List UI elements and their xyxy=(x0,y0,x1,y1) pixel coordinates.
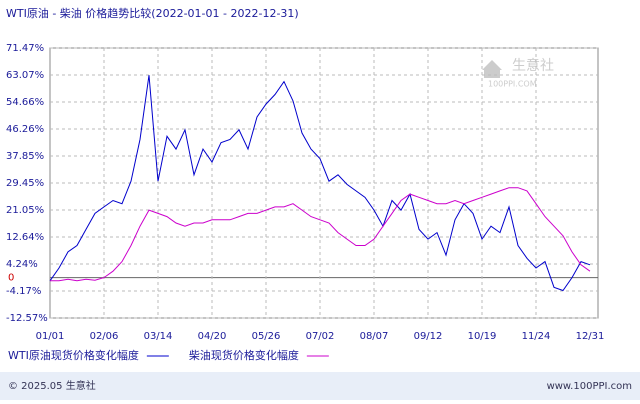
y-tick-label: 4.24% xyxy=(6,259,38,270)
x-tick-label: 10/19 xyxy=(468,331,497,342)
y-tick-label: 46.26% xyxy=(6,124,44,135)
y-tick-label: 21.05% xyxy=(6,205,44,216)
legend-label: 柴油现货价格变化幅度 xyxy=(189,348,299,362)
y-tick-label: 29.45% xyxy=(6,178,44,189)
x-tick-label: 09/12 xyxy=(414,331,443,342)
x-tick-label: 12/31 xyxy=(576,331,605,342)
x-tick-label: 08/07 xyxy=(360,331,389,342)
footer-copyright: © 2025.05 生意社 xyxy=(8,379,96,392)
chart-title: WTI原油 - 柴油 价格趋势比较(2022-01-01 - 2022-12-3… xyxy=(6,6,299,20)
y-tick-label: 71.47% xyxy=(6,43,44,54)
y-tick-label: 63.07% xyxy=(6,70,44,81)
watermark-site: 100PPI.COM xyxy=(488,80,537,89)
x-tick-label: 02/06 xyxy=(90,331,119,342)
y-tick-label: 37.85% xyxy=(6,151,44,162)
y-tick-label: 54.66% xyxy=(6,97,44,108)
watermark-brand: 生意社 xyxy=(512,57,554,74)
y-tick-label: -12.57% xyxy=(6,313,48,324)
x-tick-label: 11/24 xyxy=(522,331,551,342)
x-tick-label: 03/14 xyxy=(144,331,173,342)
y-tick-label: -4.17% xyxy=(6,286,41,297)
footer-band xyxy=(0,372,640,400)
y-tick-label: 0 xyxy=(8,273,14,284)
x-tick-label: 01/01 xyxy=(36,331,65,342)
watermark-logo xyxy=(482,60,502,78)
x-tick-label: 04/20 xyxy=(198,331,227,342)
series-line xyxy=(50,187,591,282)
series-line xyxy=(49,75,591,292)
y-tick-label: 12.64% xyxy=(6,232,44,243)
legend-label: WTI原油现货价格变化幅度 xyxy=(8,348,139,362)
footer-site: www.100PPI.com xyxy=(547,381,632,392)
x-tick-label: 05/26 xyxy=(252,331,281,342)
x-tick-label: 07/02 xyxy=(306,331,335,342)
